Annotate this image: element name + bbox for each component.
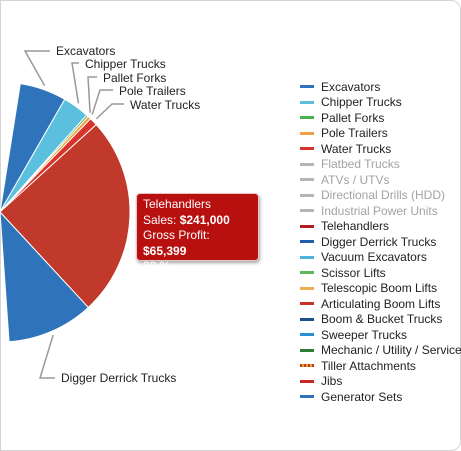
legend-swatch — [300, 131, 314, 135]
legend-label: Telehandlers — [321, 219, 390, 234]
tooltip-title: Telehandlers — [143, 197, 212, 211]
tooltip-sales: Sales: $241,000 — [143, 213, 252, 229]
legend-swatch — [300, 395, 314, 399]
tooltip-percent: 30 % — [143, 259, 171, 273]
callout-line — [23, 50, 50, 87]
legend-item[interactable]: Digger Derrick Trucks — [300, 234, 461, 250]
legend-label: Excavators — [321, 79, 381, 94]
legend-label: Water Trucks — [321, 141, 392, 156]
legend-swatch — [300, 317, 314, 321]
legend-label: Pole Trailers — [321, 126, 388, 141]
legend-swatch — [300, 379, 314, 383]
tooltip-profit: Gross Profit: $65,399 — [143, 228, 252, 259]
legend-item[interactable]: Mechanic / Utility / Service — [300, 343, 461, 359]
legend-label: Industrial Power Units — [321, 203, 438, 218]
legend-item[interactable]: Jibs — [300, 374, 461, 390]
callout-line — [91, 89, 113, 115]
legend-swatch — [300, 364, 314, 368]
legend-swatch — [300, 240, 314, 244]
legend-label: Tiller Attachments — [321, 358, 416, 373]
legend-item[interactable]: Boom & Bucket Trucks — [300, 312, 461, 328]
legend-item[interactable]: Pallet Forks — [300, 110, 461, 126]
legend-item[interactable]: Telehandlers — [300, 219, 461, 235]
pie-slice-digger-derrick-trucks[interactable] — [0, 211, 89, 343]
legend-swatch — [300, 348, 314, 352]
legend-swatch — [300, 85, 314, 89]
legend-item[interactable]: Articulating Boom Lifts — [300, 296, 461, 312]
legend-swatch — [300, 271, 314, 275]
legend-label: ATVs / UTVs — [321, 172, 390, 187]
legend-item[interactable]: Sweeper Trucks — [300, 327, 461, 343]
legend-label: Flatbed Trucks — [321, 157, 400, 172]
legend-item[interactable]: Directional Drills (HDD) — [300, 188, 461, 204]
legend-item[interactable]: Chipper Trucks — [300, 95, 461, 111]
legend-label: Articulating Boom Lifts — [321, 296, 441, 311]
callout-label: Excavators — [56, 44, 115, 58]
legend-item[interactable]: Industrial Power Units — [300, 203, 461, 219]
legend-item[interactable]: Excavators — [300, 79, 461, 95]
legend-label: Directional Drills (HDD) — [321, 188, 446, 203]
legend-swatch — [300, 302, 314, 306]
legend-swatch — [300, 100, 314, 104]
callout-label: Water Trucks — [130, 98, 200, 112]
legend-swatch — [300, 224, 314, 228]
legend-label: Vacuum Excavators — [321, 250, 427, 265]
legend-item[interactable]: Scissor Lifts — [300, 265, 461, 281]
legend-swatch — [300, 255, 314, 259]
legend-item[interactable]: Generator Sets — [300, 389, 461, 405]
legend-label: Mechanic / Utility / Service — [321, 343, 461, 358]
legend-item[interactable]: Flatbed Trucks — [300, 157, 461, 173]
pie-slice-telehandlers[interactable] — [0, 123, 131, 309]
tooltip-sales-label: Sales: — [143, 212, 180, 227]
callout-label: Digger Derrick Trucks — [61, 371, 176, 385]
chart-legend: Excavators Chipper Trucks Pallet Forks Pole… — [300, 79, 461, 405]
callout-line — [71, 62, 80, 104]
callout-line — [87, 76, 97, 113]
legend-item[interactable]: Telescopic Boom Lifts — [300, 281, 461, 297]
callout-label: Pallet Forks — [103, 71, 166, 85]
legend-swatch — [300, 333, 314, 337]
chart-tooltip: Telehandlers Sales: $241,000 Gross Profi… — [136, 193, 259, 273]
callout-label: Pole Trailers — [119, 84, 186, 98]
legend-item[interactable]: Pole Trailers — [300, 126, 461, 142]
tooltip-profit-label: Gross Profit: — [143, 228, 210, 242]
legend-label: Telescopic Boom Lifts — [321, 281, 438, 296]
legend-swatch — [300, 193, 314, 197]
legend-item[interactable]: ATVs / UTVs — [300, 172, 461, 188]
legend-swatch — [300, 286, 314, 290]
callout-label: Chipper Trucks — [85, 57, 166, 71]
legend-swatch — [300, 116, 314, 120]
callout-line — [38, 334, 55, 379]
legend-swatch — [300, 178, 314, 182]
legend-item[interactable]: Vacuum Excavators — [300, 250, 461, 266]
legend-label: Sweeper Trucks — [321, 327, 408, 342]
legend-item[interactable]: Tiller Attachments — [300, 358, 461, 374]
legend-label: Boom & Bucket Trucks — [321, 312, 443, 327]
legend-swatch — [300, 162, 314, 166]
legend-swatch — [300, 209, 314, 213]
legend-item[interactable]: Water Trucks — [300, 141, 461, 157]
legend-label: Chipper Trucks — [321, 95, 402, 110]
legend-swatch — [300, 147, 314, 151]
legend-label: Pallet Forks — [321, 110, 385, 125]
legend-label: Generator Sets — [321, 389, 403, 404]
legend-label: Jibs — [321, 374, 343, 389]
legend-label: Digger Derrick Trucks — [321, 234, 437, 249]
legend-label: Scissor Lifts — [321, 265, 386, 280]
tooltip-sales-value: $241,000 — [179, 212, 230, 227]
tooltip-profit-value: $65,399 — [143, 243, 187, 258]
callout-line — [95, 103, 124, 120]
